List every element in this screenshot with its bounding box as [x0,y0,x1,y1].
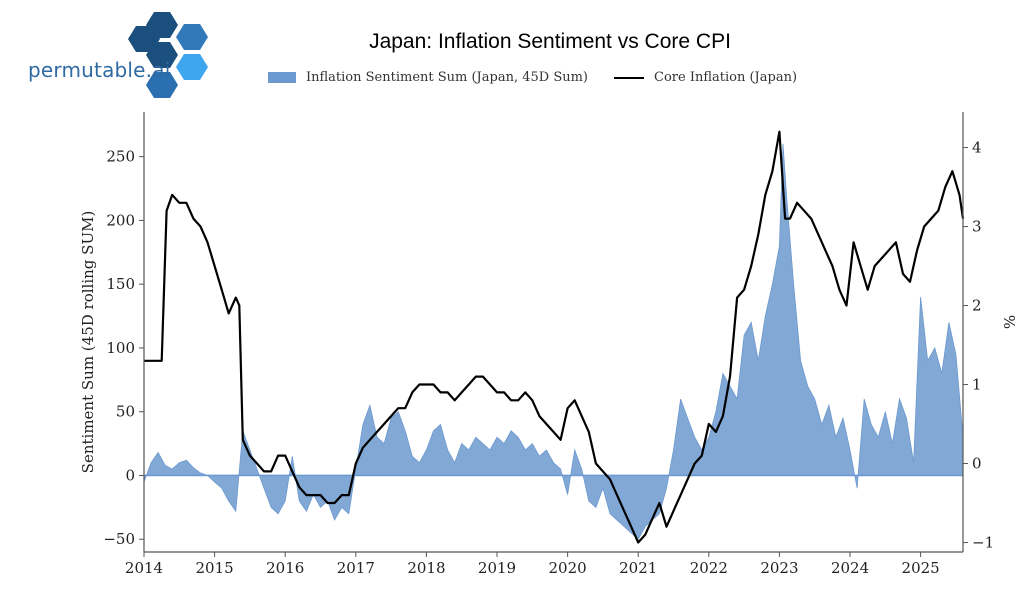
brand-name: permutable.ai [28,58,171,82]
y2-tick-label: 3 [972,218,982,236]
y-axis-label: Sentiment Sum (45D rolling SUM) [79,211,97,474]
y-tick-label: 200 [106,211,135,229]
legend-swatch-core-inflation [614,76,645,79]
chart-title: Japan: Inflation Sentiment vs Core CPI [369,30,731,53]
x-tick-label: 2022 [690,559,728,577]
x-tick-label: 2025 [902,559,940,577]
legend-label-core-inflation: Core Inflation (Japan) [654,70,798,85]
y-tick-label: 100 [106,339,135,357]
logo-hexagon [146,42,178,68]
x-tick-label: 2021 [619,559,657,577]
y2-tick-label: 4 [972,139,982,157]
x-tick-label: 2023 [760,559,798,577]
y2-axis-label: % [1001,315,1019,329]
x-tick-label: 2018 [407,559,445,577]
hexagon-cluster-icon [128,12,208,98]
series-sentiment-area [143,143,964,540]
y-tick-label: 250 [106,148,135,166]
logo-hexagon [176,54,208,80]
logo-hexagon [146,12,178,38]
y2-tick-label: 0 [972,455,982,473]
x-tick-label: 2024 [831,559,869,577]
x-tick-label: 2017 [337,559,375,577]
x-tick-label: 2015 [196,559,234,577]
y-tick-label: 50 [116,403,135,421]
permutable-logo [128,12,208,98]
y-tick-label: 150 [106,275,135,293]
x-tick-label: 2016 [266,559,304,577]
y-tick-label: −50 [103,530,135,548]
legend-swatch-sentiment [268,72,296,83]
y-tick-label: 0 [125,466,135,484]
y2-tick-label: 1 [972,376,982,394]
x-tick-label: 2020 [549,559,587,577]
y2-tick-label: 2 [972,297,982,315]
legend-label-sentiment: Inflation Sentiment Sum (Japan, 45D Sum) [306,70,589,85]
logo-hexagon [176,24,208,50]
chart-legend: Inflation Sentiment Sum (Japan, 45D Sum)… [268,70,797,85]
logo-hexagon [146,72,178,98]
series-core-inflation-line [144,130,965,544]
x-tick-label: 2019 [478,559,516,577]
x-tick-label: 2014 [125,559,163,577]
y2-tick-label: −1 [972,534,994,552]
